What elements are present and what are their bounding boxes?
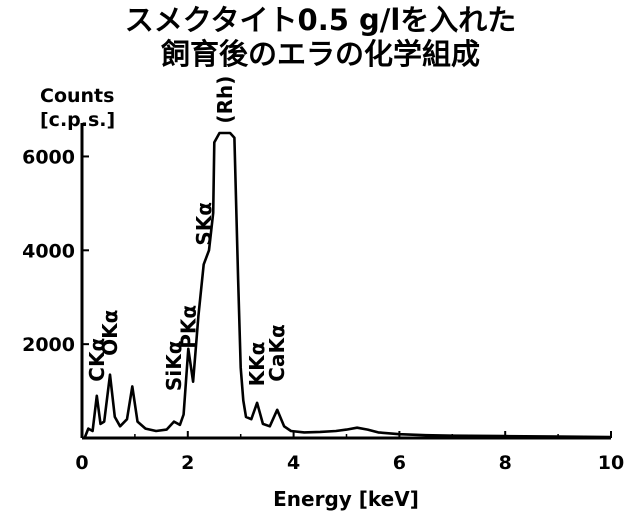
data-point xyxy=(290,430,292,432)
series-line-0 xyxy=(83,131,612,439)
data-point xyxy=(345,428,348,431)
data-point xyxy=(144,428,147,430)
annotation-label: OKα xyxy=(98,310,122,356)
data-point xyxy=(240,367,242,369)
data-point xyxy=(173,420,175,423)
data-point xyxy=(192,381,194,383)
data-point xyxy=(269,425,271,427)
data-point xyxy=(319,431,321,433)
x-tick-label: 8 xyxy=(499,452,512,474)
data-point xyxy=(213,141,215,143)
data-point xyxy=(136,420,139,423)
data-point xyxy=(218,132,221,134)
data-point xyxy=(91,430,94,432)
data-point xyxy=(99,423,102,425)
data-point xyxy=(203,263,205,265)
y-tick-label: 6000 xyxy=(22,146,75,168)
data-point xyxy=(425,434,427,436)
data-point xyxy=(237,277,239,280)
data-point xyxy=(166,428,168,431)
x-tick-label: 4 xyxy=(287,452,300,474)
x-tick-label: 2 xyxy=(181,452,194,474)
data-point xyxy=(179,424,181,426)
data-point xyxy=(367,428,369,431)
series-group xyxy=(83,131,612,439)
y-axis-label-line1: Counts xyxy=(40,85,115,107)
data-point xyxy=(303,431,305,433)
data-point xyxy=(103,420,105,423)
data-point xyxy=(224,132,226,134)
ticks: 0 2 4 6 8 10 2000 4000 6000 xyxy=(22,146,624,474)
data-point xyxy=(197,315,199,317)
x-tick-label: 10 xyxy=(598,452,624,474)
chart-title-line1: スメクタイト0.5 g/lを入れた xyxy=(124,3,517,37)
data-point xyxy=(256,402,258,404)
annotation-label: PKα xyxy=(176,305,200,349)
data-point xyxy=(119,425,121,427)
data-point xyxy=(208,249,210,251)
annotation-label: CaKα xyxy=(265,324,289,381)
annotation-label: SKα xyxy=(192,202,216,246)
y-axis-label-line2: [c.p.s.] xyxy=(40,109,116,131)
data-point xyxy=(182,413,185,416)
data-point xyxy=(377,431,379,433)
y-tick-label: 2000 xyxy=(22,334,75,356)
data-point xyxy=(335,430,337,432)
data-point xyxy=(262,423,264,425)
data-point xyxy=(250,418,252,420)
data-point xyxy=(229,132,231,134)
data-point xyxy=(283,425,285,427)
data-point xyxy=(212,212,214,214)
annotation-label: KKα xyxy=(245,342,269,387)
data-point xyxy=(96,395,98,397)
y-tick-label: 4000 xyxy=(22,240,75,262)
data-point xyxy=(245,416,247,418)
annotation-label: (Rh) xyxy=(213,76,237,124)
annotation-label: CKα xyxy=(85,338,109,382)
data-point xyxy=(356,427,358,429)
data-point xyxy=(109,374,111,376)
data-point xyxy=(233,137,235,139)
data-point xyxy=(187,348,189,350)
data-point xyxy=(114,416,116,418)
data-point xyxy=(87,428,89,430)
annotation-label: SiKα xyxy=(162,341,186,392)
x-tick-label: 6 xyxy=(393,452,406,474)
data-point xyxy=(131,385,133,387)
data-point xyxy=(155,430,157,432)
data-point xyxy=(126,418,128,420)
data-point xyxy=(242,399,244,402)
chart-title-line2: 飼育後のエラの化学組成 xyxy=(160,37,480,71)
x-axis-label: Energy [keV] xyxy=(273,487,419,511)
data-point xyxy=(276,409,278,411)
x-tick-label: 0 xyxy=(75,452,88,474)
y-axis-label: Counts [c.p.s.] xyxy=(40,84,115,132)
data-point xyxy=(84,437,86,439)
